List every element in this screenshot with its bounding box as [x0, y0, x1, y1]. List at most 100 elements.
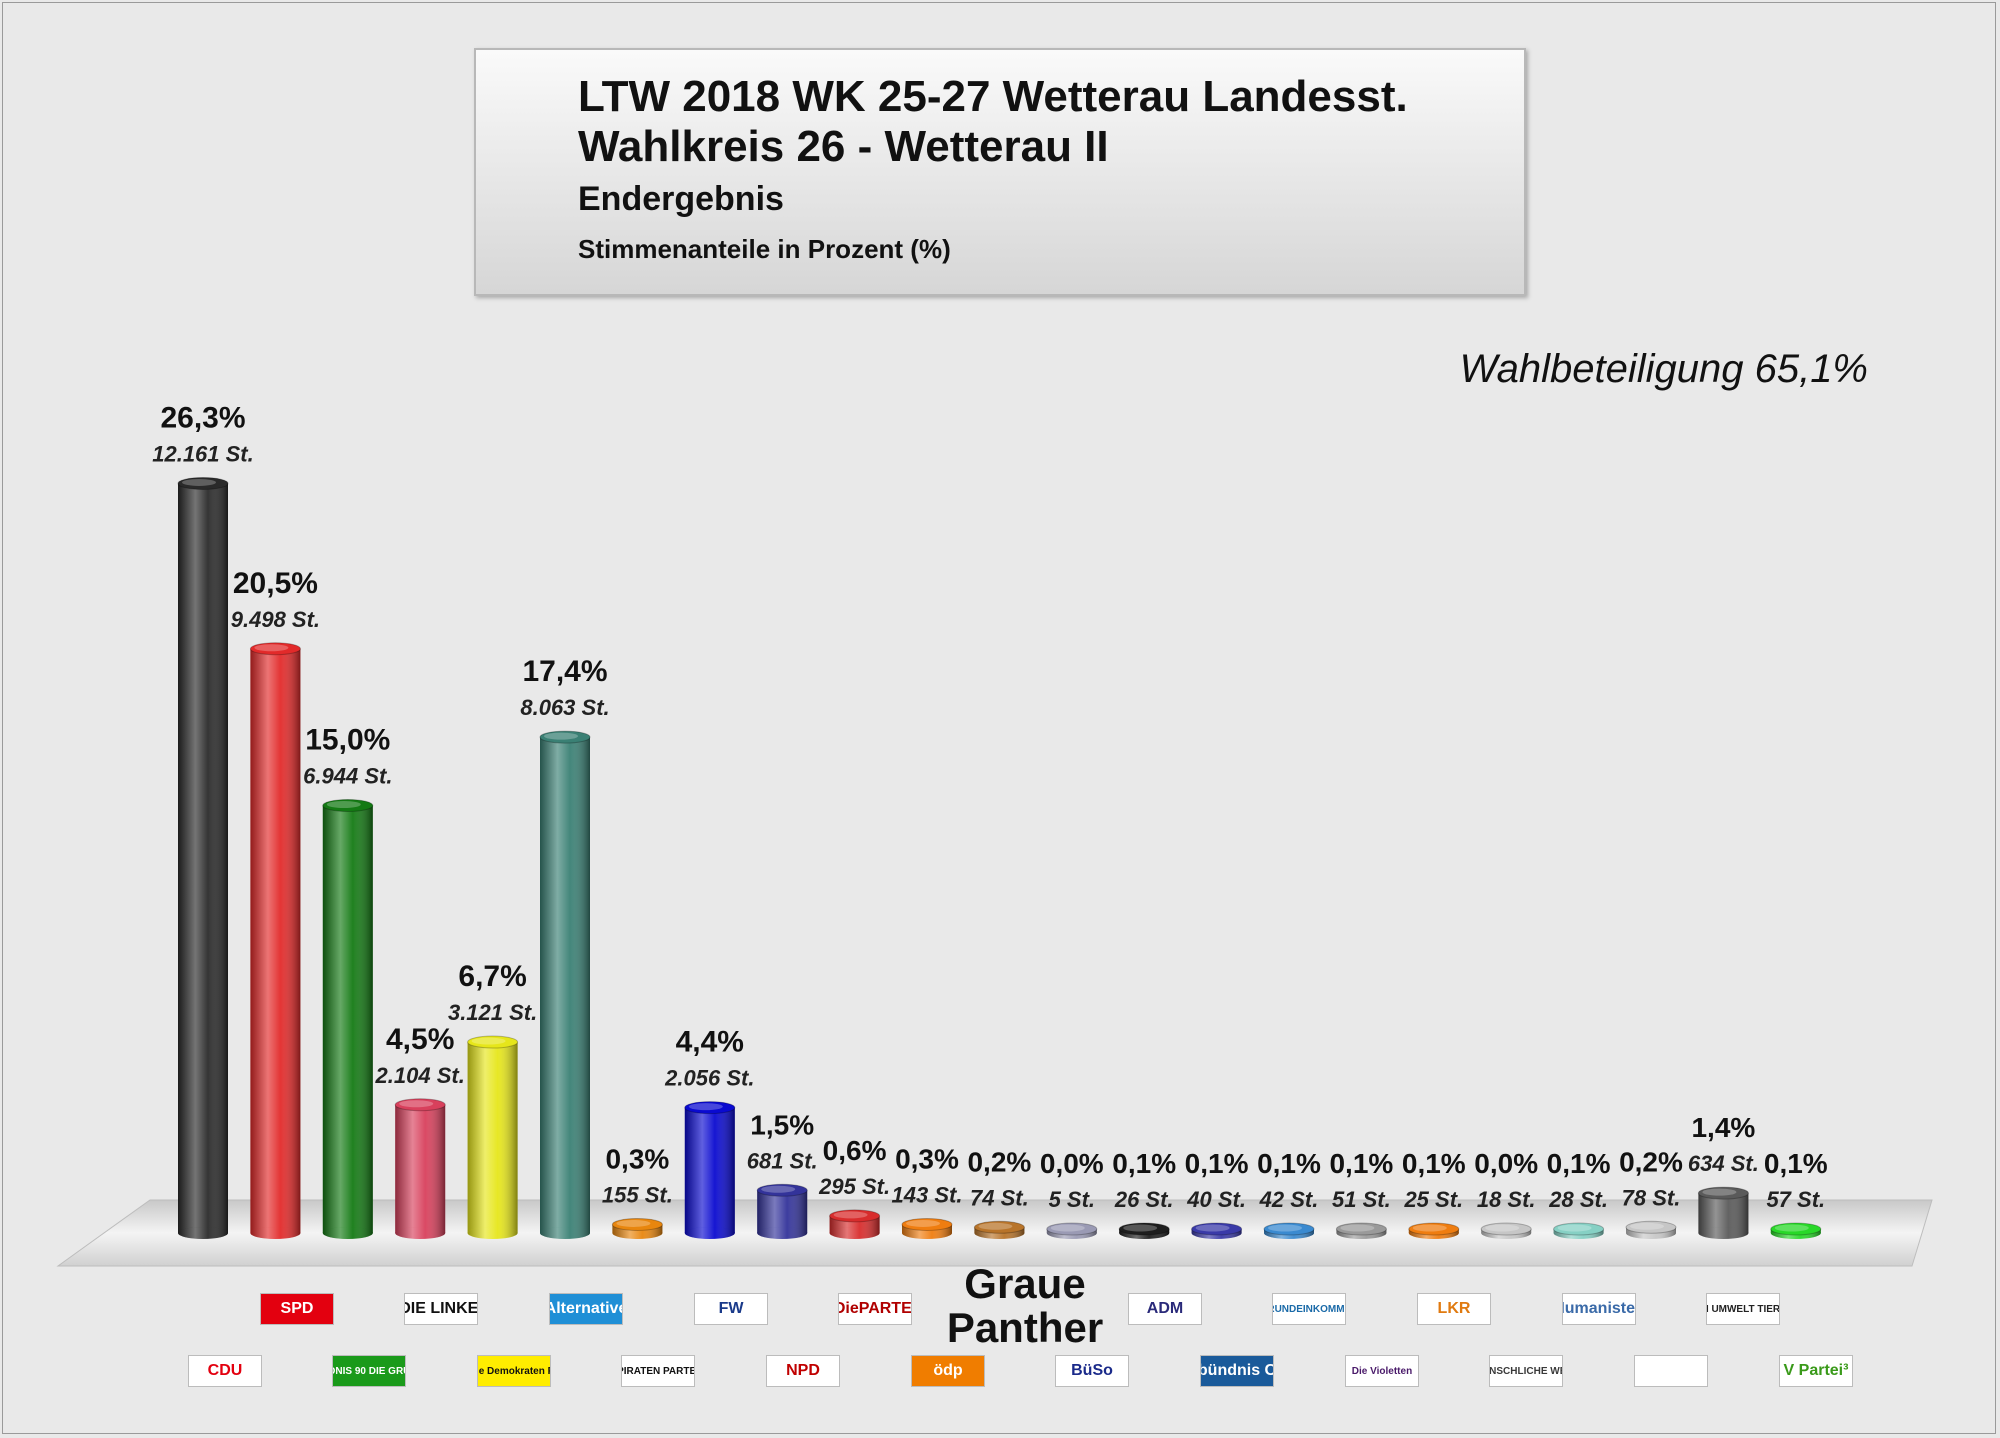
votes-label-20: 78 St. — [1622, 1185, 1681, 1210]
pct-label-16: 0,1% — [1329, 1148, 1393, 1179]
bar-18 — [1480, 1222, 1532, 1239]
title-line-2: Wahlkreis 26 - Wetterau II — [578, 122, 1109, 171]
bar-10 — [901, 1217, 953, 1239]
votes-label-21: 634 St. — [1688, 1151, 1759, 1176]
pct-label-13: 0,1% — [1112, 1148, 1176, 1179]
votes-label-12: 5 St. — [1049, 1187, 1095, 1212]
party-logo-logos-bottom-1: BÜNDNIS 90 DIE GRÜNEN — [332, 1355, 406, 1387]
bar-20 — [1625, 1220, 1677, 1239]
votes-label-5: 8.063 St. — [520, 695, 609, 720]
bar-4 — [467, 1035, 519, 1239]
party-logo-logos-bottom-9: MENSCHLICHE WELT — [1489, 1355, 1563, 1387]
party-logo-logos-bottom-0: CDU — [188, 1355, 262, 1387]
party-logo-logos-top-6: GRUNDEINKOMMEN — [1272, 1293, 1346, 1325]
votes-label-7: 2.056 St. — [664, 1066, 754, 1091]
pct-label-17: 0,1% — [1402, 1148, 1466, 1179]
party-logo-logos-top-9: MENSCH UMWELT TIERSCHUTZ — [1706, 1293, 1780, 1325]
bar-22 — [1770, 1222, 1822, 1239]
pct-label-22: 0,1% — [1764, 1148, 1828, 1179]
bar-21 — [1697, 1186, 1749, 1239]
party-logo-logos-bottom-10 — [1634, 1355, 1708, 1387]
pct-label-7: 4,4% — [676, 1026, 744, 1059]
bar-2 — [322, 799, 374, 1239]
pct-label-19: 0,1% — [1547, 1148, 1611, 1179]
pct-label-8: 1,5% — [750, 1109, 814, 1140]
votes-label-3: 2.104 St. — [375, 1063, 465, 1088]
votes-label-4: 3.121 St. — [448, 1000, 537, 1025]
pct-label-0: 26,3% — [160, 401, 245, 434]
votes-label-16: 51 St. — [1332, 1187, 1391, 1212]
pct-label-1: 20,5% — [233, 567, 318, 600]
pct-label-2: 15,0% — [305, 724, 390, 757]
bar-9 — [829, 1209, 881, 1239]
pct-label-4: 6,7% — [458, 960, 526, 993]
pct-label-10: 0,3% — [895, 1143, 959, 1174]
votes-label-15: 42 St. — [1259, 1187, 1319, 1212]
votes-label-22: 57 St. — [1766, 1187, 1825, 1212]
party-logo-logos-top-4: DiePARTEI — [838, 1293, 912, 1325]
bar-15 — [1263, 1222, 1315, 1239]
votes-label-1: 9.498 St. — [231, 607, 320, 632]
votes-label-14: 40 St. — [1186, 1187, 1246, 1212]
votes-label-11: 74 St. — [970, 1185, 1029, 1210]
party-logo-logos-bottom-7: bündnis C — [1200, 1355, 1274, 1387]
graue-panther-logo: Graue Panther — [946, 1260, 1104, 1351]
title-box: LTW 2018 WK 25-27 Wetterau Landesst. Wah… — [474, 48, 1526, 296]
party-logo-logos-top-5: ADM — [1128, 1293, 1202, 1325]
votes-label-2: 6.944 St. — [303, 764, 392, 789]
bar-12 — [1046, 1222, 1098, 1239]
bar-16 — [1335, 1222, 1387, 1239]
votes-label-9: 295 St. — [818, 1174, 890, 1199]
pct-label-3: 4,5% — [386, 1023, 454, 1056]
pct-label-21: 1,4% — [1691, 1112, 1755, 1143]
pct-label-14: 0,1% — [1185, 1148, 1249, 1179]
votes-label-18: 18 St. — [1477, 1187, 1536, 1212]
bar-17 — [1408, 1222, 1460, 1239]
pct-label-6: 0,3% — [605, 1143, 669, 1174]
turnout-label: Wahlbeteiligung 65,1% — [1459, 347, 1868, 391]
party-logo-logos-bottom-6: BüSo — [1055, 1355, 1129, 1387]
bar-13 — [1118, 1222, 1170, 1239]
pct-label-20: 0,2% — [1619, 1146, 1683, 1177]
party-logo-logos-bottom-5: ödp — [911, 1355, 985, 1387]
votes-label-17: 25 St. — [1403, 1187, 1463, 1212]
party-logo-logos-top-2: Alternative — [549, 1293, 623, 1325]
pct-label-18: 0,0% — [1474, 1148, 1538, 1179]
party-logo-logos-bottom-4: NPD — [766, 1355, 840, 1387]
pct-label-15: 0,1% — [1257, 1148, 1321, 1179]
party-logo-logos-top-1: DIE LINKE. — [404, 1293, 478, 1325]
title-line-1: LTW 2018 WK 25-27 Wetterau Landesst. — [578, 72, 1408, 121]
pct-label-5: 17,4% — [522, 655, 607, 688]
party-logo-logos-bottom-8: Die Violetten — [1345, 1355, 1419, 1387]
votes-label-6: 155 St. — [602, 1182, 673, 1207]
bar-1 — [249, 642, 301, 1239]
votes-label-19: 28 St. — [1548, 1187, 1608, 1212]
party-logo-logos-bottom-3: PIRATEN PARTEI — [621, 1355, 695, 1387]
party-logo-logos-bottom-2: Freie Demokraten FDP — [477, 1355, 551, 1387]
party-logo-logos-top-8: Humanisten — [1562, 1293, 1636, 1325]
bar-7 — [684, 1101, 736, 1239]
votes-label-8: 681 St. — [747, 1148, 818, 1173]
bar-14 — [1191, 1222, 1243, 1239]
votes-label-10: 143 St. — [892, 1182, 963, 1207]
party-logo-logos-top-3: FW — [694, 1293, 768, 1325]
pct-label-12: 0,0% — [1040, 1148, 1104, 1179]
bar-11 — [973, 1220, 1025, 1239]
pct-label-11: 0,2% — [967, 1146, 1031, 1177]
votes-label-13: 26 St. — [1114, 1187, 1174, 1212]
votes-label-0: 12.161 St. — [152, 441, 254, 466]
bar-0 — [177, 476, 229, 1239]
bar-5 — [539, 730, 591, 1239]
title-line-3: Endergebnis — [578, 180, 784, 218]
title-line-4: Stimmenanteile in Prozent (%) — [578, 234, 951, 264]
party-logo-logos-bottom-11: V Partei³ — [1779, 1355, 1853, 1387]
party-logo-logos-top-0: SPD — [260, 1293, 334, 1325]
pct-label-9: 0,6% — [823, 1135, 887, 1166]
party-logo-logos-top-7: LKR — [1417, 1293, 1491, 1325]
bar-19 — [1553, 1222, 1605, 1239]
bar-3 — [394, 1098, 446, 1239]
bar-8 — [756, 1183, 808, 1239]
bar-6 — [611, 1217, 663, 1239]
